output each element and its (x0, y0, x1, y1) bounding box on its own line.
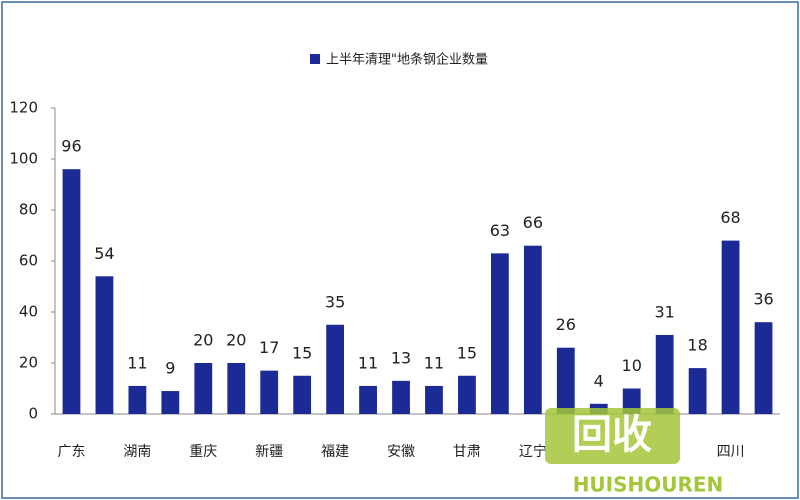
bar (359, 385, 377, 414)
bar (293, 375, 312, 414)
value-label: 63 (490, 221, 510, 240)
x-tick-label: 重庆 (189, 444, 217, 460)
value-label: 17 (259, 338, 279, 357)
bar (523, 245, 542, 414)
watermark-brand: HUISHOUREN (573, 473, 724, 497)
x-tick-label: 安徽 (387, 444, 415, 460)
bar (622, 388, 641, 414)
x-tick-label: 福建 (321, 444, 349, 460)
legend-label: 上半年清理"地条钢企业数量 (326, 52, 488, 68)
value-label: 11 (127, 353, 147, 372)
value-label: 20 (226, 331, 246, 350)
value-label: 31 (654, 302, 674, 321)
bar (655, 334, 674, 414)
value-label: 54 (94, 244, 114, 263)
bar (556, 347, 575, 414)
value-label: 96 (61, 137, 81, 156)
y-tick-label: 60 (19, 252, 38, 270)
bar (688, 368, 707, 414)
value-label: 68 (720, 208, 740, 227)
value-label: 11 (358, 353, 378, 372)
bar (326, 324, 345, 414)
y-tick-label: 0 (28, 405, 38, 423)
bar (721, 240, 740, 414)
bar (425, 385, 443, 414)
value-label: 4 (594, 371, 604, 390)
bar (490, 253, 509, 414)
watermark-logo: 回收 (572, 412, 652, 458)
value-label: 20 (193, 331, 213, 350)
y-tick-label: 80 (19, 201, 38, 219)
value-label: 35 (325, 292, 345, 311)
x-tick-label: 辽宁 (519, 443, 547, 460)
bar (754, 322, 773, 414)
x-tick-label: 湖南 (123, 444, 151, 460)
value-label: 26 (556, 315, 576, 334)
bar (95, 276, 114, 414)
value-label: 9 (165, 359, 175, 378)
bar (227, 363, 246, 414)
value-label: 10 (622, 356, 642, 375)
y-tick-label: 100 (9, 150, 38, 168)
value-label: 36 (753, 290, 773, 309)
watermark-box (545, 408, 680, 464)
value-label: 11 (424, 353, 444, 372)
bar (392, 380, 410, 414)
bar (128, 385, 147, 414)
bar (260, 370, 279, 414)
x-tick-label: 广东 (57, 444, 85, 460)
value-label: 13 (391, 348, 411, 367)
value-label: 18 (687, 336, 707, 355)
x-tick-label: 四川 (717, 444, 745, 460)
value-label: 15 (292, 343, 312, 362)
y-tick-label: 40 (19, 303, 38, 321)
y-tick-label: 20 (19, 354, 38, 372)
bar (458, 375, 476, 414)
watermark: 回收 HUISHOUREN (545, 408, 723, 497)
value-label: 66 (523, 213, 543, 232)
bar (161, 391, 180, 414)
x-tick-label: 新疆 (255, 444, 283, 460)
x-tick-label: 甘肃 (453, 444, 481, 460)
value-label: 15 (457, 343, 477, 362)
bar (62, 169, 81, 414)
bar (194, 363, 213, 414)
legend-swatch (310, 54, 320, 64)
y-tick-label: 120 (9, 99, 38, 117)
